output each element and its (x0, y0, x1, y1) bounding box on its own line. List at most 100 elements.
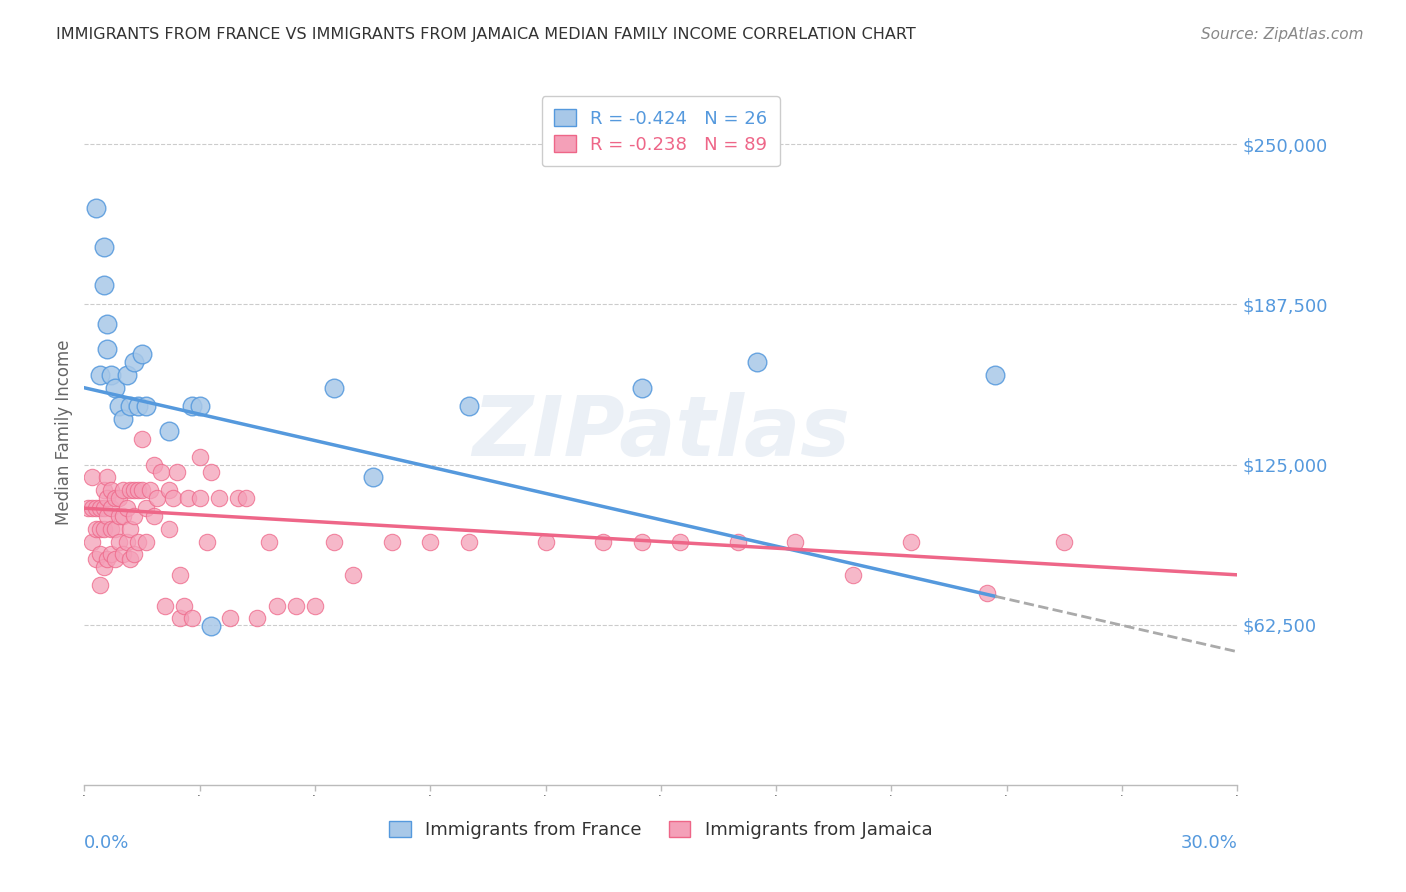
Point (115, 534, 138, 549)
Point (235, 491, 257, 505)
Point (266, 599, 288, 613)
Point (166, 466, 188, 480)
Point (77, 501, 100, 516)
Point (108, 508, 131, 523)
Point (84, 522, 107, 536)
Point (361, 470, 384, 484)
Point (200, 619, 222, 633)
Text: ZIPatlas: ZIPatlas (472, 392, 849, 473)
Point (89, 578, 111, 592)
Point (323, 534, 346, 549)
Point (323, 381, 346, 395)
Point (226, 491, 249, 505)
Point (100, 547, 122, 561)
Point (96, 317, 118, 331)
Point (669, 534, 692, 549)
Point (181, 611, 204, 625)
Point (157, 483, 180, 498)
Point (100, 368, 122, 382)
Point (188, 450, 211, 464)
Point (96, 508, 118, 523)
Point (89, 522, 111, 536)
Point (84, 202, 107, 216)
Point (534, 534, 557, 549)
Legend: Immigrants from France, Immigrants from Jamaica: Immigrants from France, Immigrants from … (382, 814, 939, 847)
Point (96, 491, 118, 505)
Point (457, 399, 479, 413)
Point (124, 547, 146, 561)
Point (457, 534, 479, 549)
Point (115, 368, 138, 382)
Point (127, 399, 149, 413)
Point (592, 534, 614, 549)
Point (111, 547, 134, 561)
Point (104, 381, 127, 395)
Point (381, 534, 404, 549)
Point (93, 483, 115, 498)
Point (131, 483, 153, 498)
Point (120, 399, 142, 413)
Point (162, 491, 184, 505)
Point (84, 501, 107, 516)
Point (976, 586, 998, 600)
Point (80, 501, 103, 516)
Point (127, 483, 149, 498)
Point (157, 425, 180, 439)
Point (108, 534, 131, 549)
Point (89, 547, 111, 561)
Point (984, 368, 1007, 382)
Point (246, 611, 269, 625)
Point (115, 501, 138, 516)
Point (135, 501, 157, 516)
Point (100, 501, 122, 516)
Text: 0.0%: 0.0% (84, 834, 129, 852)
Point (93, 240, 115, 254)
Point (131, 432, 153, 446)
Point (342, 567, 364, 582)
Point (785, 534, 807, 549)
Point (142, 508, 165, 523)
Point (842, 567, 865, 582)
Point (135, 399, 157, 413)
Point (169, 567, 191, 582)
Point (284, 599, 307, 613)
Point (108, 399, 131, 413)
Point (630, 534, 652, 549)
Point (80, 470, 103, 484)
Point (173, 599, 195, 613)
Point (89, 368, 111, 382)
Point (304, 599, 326, 613)
Point (124, 355, 146, 369)
Text: 30.0%: 30.0% (1181, 834, 1237, 852)
Point (419, 534, 441, 549)
Point (146, 491, 169, 505)
Point (93, 278, 115, 293)
Point (177, 491, 200, 505)
Point (93, 560, 115, 574)
Point (1053, 534, 1076, 549)
Point (80, 534, 103, 549)
Point (84, 552, 107, 566)
Text: Source: ZipAtlas.com: Source: ZipAtlas.com (1201, 27, 1364, 42)
Point (188, 491, 211, 505)
Point (104, 522, 127, 536)
Point (120, 552, 142, 566)
Point (100, 522, 122, 536)
Point (127, 534, 149, 549)
Point (138, 483, 160, 498)
Point (100, 483, 122, 498)
Point (900, 534, 922, 549)
Point (142, 458, 165, 472)
Point (120, 522, 142, 536)
Point (89, 501, 111, 516)
Point (219, 611, 242, 625)
Y-axis label: Median Family Income: Median Family Income (55, 340, 73, 525)
Point (104, 552, 127, 566)
Point (181, 399, 204, 413)
Text: IMMIGRANTS FROM FRANCE VS IMMIGRANTS FROM JAMAICA MEDIAN FAMILY INCOME CORRELATI: IMMIGRANTS FROM FRANCE VS IMMIGRANTS FRO… (56, 27, 915, 42)
Point (93, 501, 115, 516)
Point (111, 411, 134, 425)
Point (135, 534, 157, 549)
Point (727, 534, 749, 549)
Point (257, 534, 280, 549)
